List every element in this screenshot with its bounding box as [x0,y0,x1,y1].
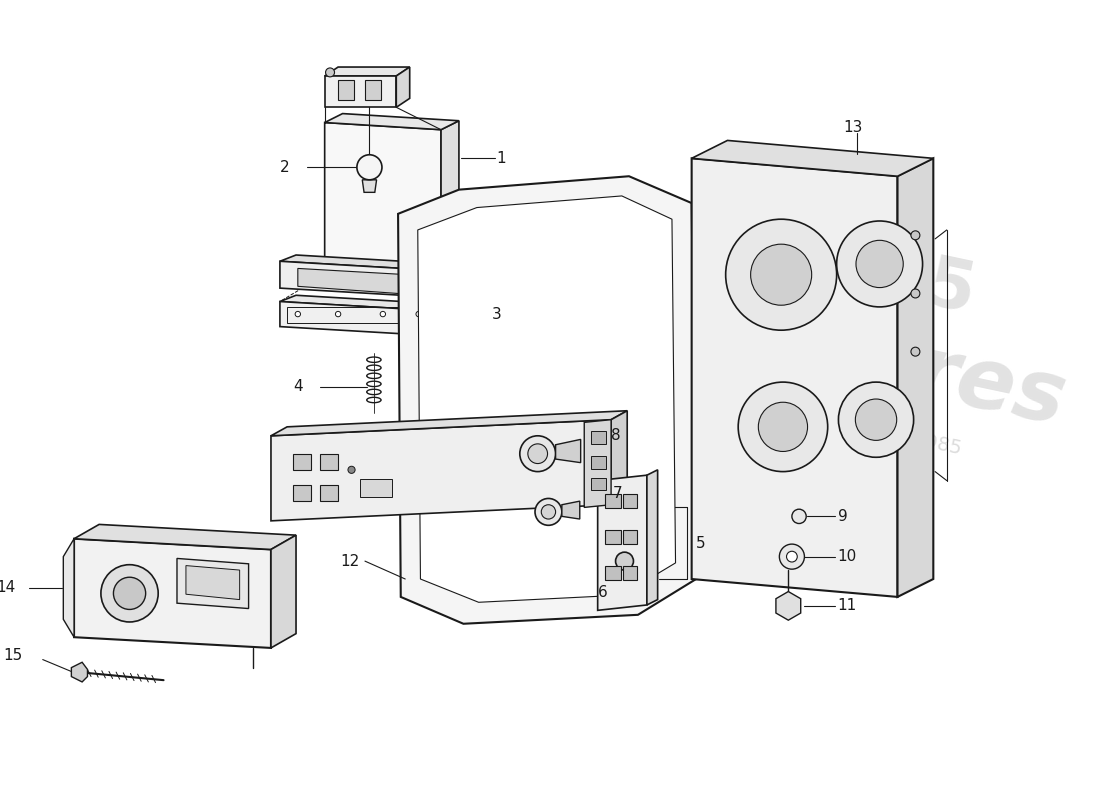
Polygon shape [556,439,581,462]
Circle shape [348,466,355,474]
Polygon shape [562,501,580,519]
Polygon shape [324,122,441,282]
Polygon shape [186,566,240,599]
Polygon shape [441,121,459,282]
Polygon shape [64,538,74,637]
Polygon shape [324,76,396,107]
Text: 1: 1 [496,151,506,166]
Text: 7: 7 [613,486,623,502]
Text: 5: 5 [696,536,706,550]
Polygon shape [898,158,933,597]
Circle shape [792,509,806,523]
Circle shape [838,382,914,458]
Circle shape [101,565,158,622]
Text: 10: 10 [837,549,857,564]
Polygon shape [324,114,459,130]
Bar [338,81,354,100]
Polygon shape [432,264,448,297]
Bar [592,456,606,469]
Polygon shape [271,410,627,436]
Text: 14: 14 [0,581,15,595]
Polygon shape [432,304,448,335]
Polygon shape [692,141,933,176]
Circle shape [786,551,798,562]
Polygon shape [298,269,424,295]
Text: 6: 6 [597,585,607,600]
Bar [294,485,311,501]
Bar [605,566,620,580]
Polygon shape [279,255,448,270]
Bar [320,454,338,470]
Polygon shape [396,67,409,107]
Circle shape [911,347,920,356]
Bar [605,494,620,508]
Text: 11: 11 [837,598,857,614]
Bar [623,566,637,580]
Circle shape [837,221,923,307]
Polygon shape [72,662,88,682]
Circle shape [113,578,145,610]
Bar [605,530,620,544]
Circle shape [738,382,827,472]
Circle shape [520,436,556,472]
Circle shape [416,311,421,317]
Circle shape [336,311,341,317]
Circle shape [381,311,385,317]
Bar [361,478,392,497]
Circle shape [326,68,334,77]
Polygon shape [324,67,409,76]
Circle shape [750,244,812,306]
Text: 3: 3 [492,306,502,322]
Circle shape [856,240,903,287]
Circle shape [780,544,804,569]
Circle shape [856,399,896,440]
Text: 4: 4 [294,379,302,394]
Polygon shape [177,558,249,609]
Polygon shape [74,525,296,550]
Text: 2: 2 [279,160,289,174]
Polygon shape [692,158,898,597]
Circle shape [295,311,300,317]
Text: 8: 8 [612,428,620,443]
Circle shape [528,444,548,463]
Polygon shape [279,262,432,297]
Bar [320,485,338,501]
Bar [592,431,606,444]
Polygon shape [584,420,612,507]
Polygon shape [279,302,432,335]
Polygon shape [271,535,296,648]
Bar [623,530,637,544]
Polygon shape [362,180,376,192]
Bar [592,478,606,490]
Text: 9: 9 [837,509,847,524]
Circle shape [535,498,562,526]
Circle shape [616,552,634,570]
Bar [623,494,637,508]
Circle shape [758,402,807,451]
Text: eurospares: eurospares [524,249,1074,443]
Text: 15: 15 [3,647,23,662]
Polygon shape [398,176,696,624]
Polygon shape [279,295,448,310]
Polygon shape [271,420,612,521]
Text: 12: 12 [341,554,360,569]
Polygon shape [418,196,675,602]
Circle shape [726,219,837,330]
Text: 1985: 1985 [778,222,981,327]
Polygon shape [776,591,801,620]
Circle shape [541,505,556,519]
Polygon shape [612,410,627,505]
Circle shape [911,289,920,298]
Polygon shape [597,475,647,610]
Text: a passion for parts since 1985: a passion for parts since 1985 [671,378,964,458]
Bar [287,307,421,323]
Bar [365,81,381,100]
Circle shape [911,231,920,240]
Bar [294,454,311,470]
Polygon shape [74,538,271,648]
Circle shape [356,154,382,180]
Text: 13: 13 [844,119,864,134]
Polygon shape [647,470,658,605]
